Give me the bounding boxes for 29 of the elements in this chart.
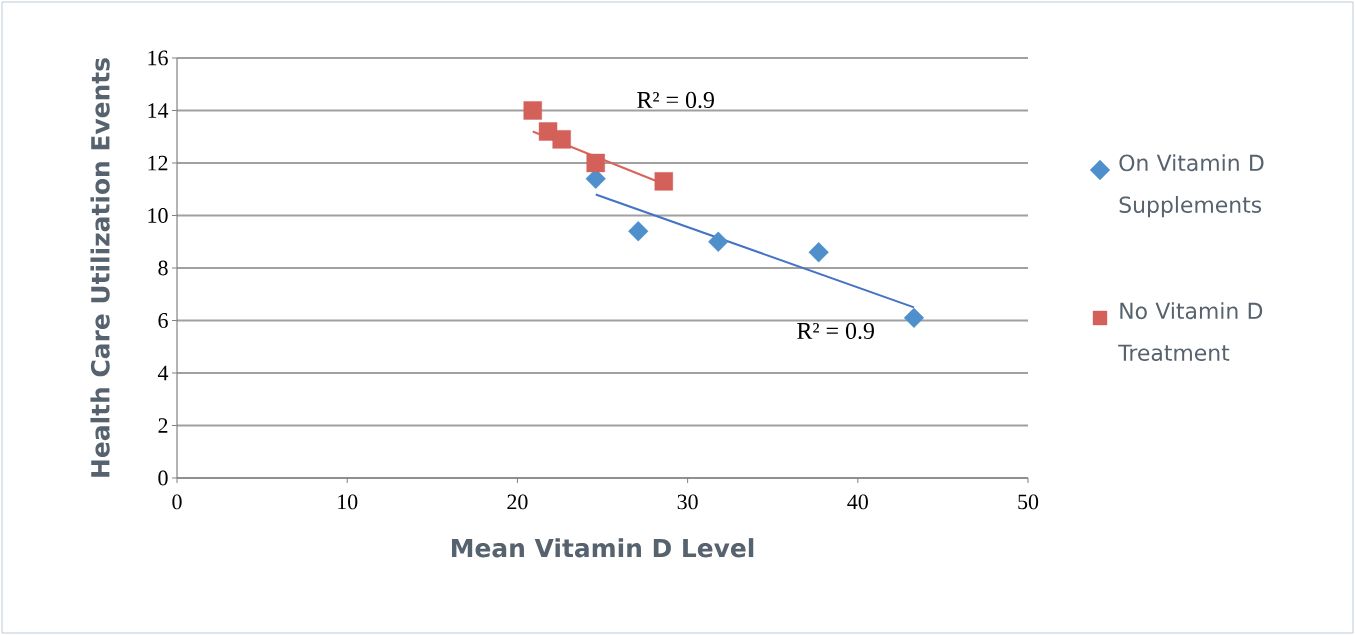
point	[808, 242, 829, 263]
x-tick-label: 30	[677, 494, 698, 510]
y-tick-label: 0	[158, 470, 168, 486]
y-tick-label: 2	[158, 418, 168, 433]
y-tick-label: 6	[158, 313, 168, 328]
y-tick-label: 10	[148, 208, 168, 223]
y-tick-label: 4	[157, 365, 169, 381]
x-tick-label: 40	[847, 494, 868, 510]
annotation: R² = 0.9	[637, 91, 714, 109]
x-tick-label: 0	[172, 494, 182, 510]
point	[654, 172, 673, 191]
point	[628, 221, 649, 242]
y-tick-label: 16	[148, 50, 168, 66]
legend-label: On Vitamin D Supplements	[1119, 154, 1264, 218]
point	[552, 130, 571, 149]
x-tick-label: 50	[1018, 494, 1039, 510]
point	[708, 231, 729, 252]
y-tick-label: 14	[148, 103, 169, 118]
y-axis-title: Health Care Utilization Events	[90, 58, 110, 477]
point	[586, 153, 605, 173]
x-tick-label: 20	[507, 494, 528, 510]
annotation: R² = 0.9	[797, 322, 874, 340]
point	[903, 307, 925, 328]
x-axis-title: Mean Vitamin D Level	[451, 538, 754, 558]
legend-label: No Vitamin D Treatment	[1118, 302, 1263, 361]
x-tick-label: 10	[338, 494, 358, 510]
y-tick-label: 12	[148, 155, 168, 171]
y-tick-label: 8	[158, 260, 168, 276]
point	[523, 101, 542, 120]
